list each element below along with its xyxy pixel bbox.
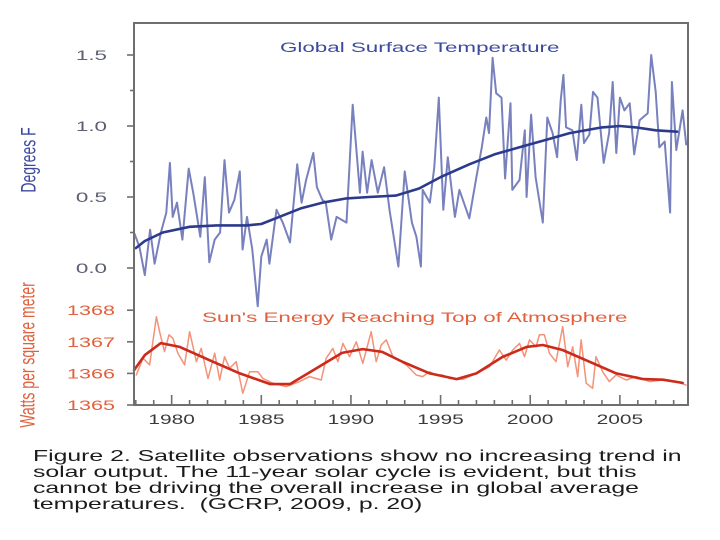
x-tick-label: 2005	[597, 412, 644, 427]
temperature-y-axis-title: Degrees F	[17, 127, 41, 192]
temperature-y-tick-label: 0.0	[76, 260, 107, 276]
x-tick-label: 2000	[507, 412, 554, 427]
figure-caption: Figure 2. Satellite observations show no…	[33, 448, 682, 513]
temperature-y-tick-label: 1.5	[76, 47, 107, 63]
temperature-observed-line	[133, 54, 688, 308]
solar-panel	[132, 316, 687, 395]
axes: 0.0 0.5 1.0 1.5 1365 1366 1367 1368 1980 1985 1990…	[67, 22, 689, 427]
x-tick-label: 1995	[417, 412, 464, 427]
temperature-panel-title: Global Surface Temperature	[280, 39, 559, 55]
x-tick-label: 1990	[328, 412, 375, 427]
temperature-panel	[133, 54, 688, 308]
solar-y-tick-label: 1368	[67, 303, 115, 318]
solar-y-tick-label: 1366	[67, 366, 115, 381]
caption-line: cannot be driving the overall increase i…	[33, 480, 639, 497]
temperature-y-tick-label: 0.5	[76, 189, 107, 205]
caption-line: solar output. The 11-year solar cycle is…	[33, 464, 637, 481]
solar-y-axis-title: Watts per square meter	[16, 282, 40, 428]
solar-panel-title: Sun's Energy Reaching Top of Atmosphere	[202, 309, 627, 325]
caption-line: temperatures. (GCRP, 2009, p. 20)	[33, 496, 422, 513]
x-tick-label: 1980	[148, 412, 195, 427]
solar-observed-line	[135, 316, 687, 395]
caption-line: Figure 2. Satellite observations show no…	[33, 448, 682, 465]
temperature-y-tick-label: 1.0	[76, 118, 107, 134]
x-tick-label: 1985	[238, 412, 285, 427]
solar-y-tick-label: 1367	[67, 335, 115, 350]
solar-trend-line	[132, 341, 684, 386]
temperature-axis-title-group: Degrees F	[17, 127, 41, 192]
plot-frame	[133, 22, 689, 406]
solar-y-tick-label: 1365	[67, 398, 115, 413]
temperature-trend-line	[134, 124, 679, 250]
solar-axis-title-group: Watts per square meter	[16, 282, 40, 428]
